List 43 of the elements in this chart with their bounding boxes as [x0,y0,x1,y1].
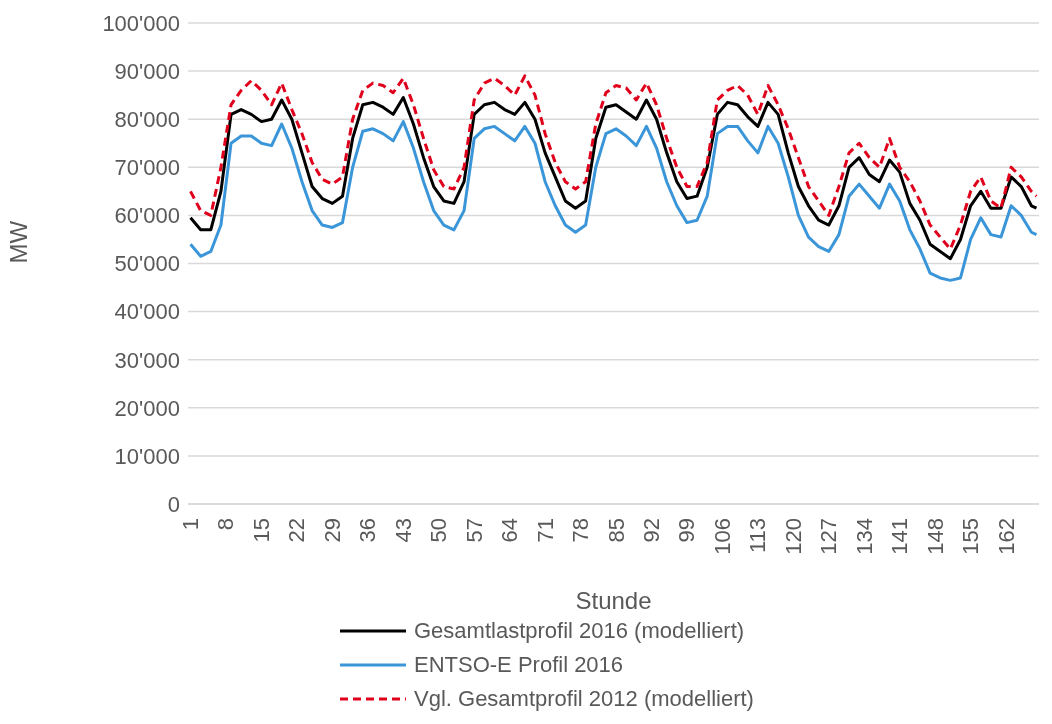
legend-label: ENTSO-E Profil 2016 [414,652,624,678]
x-axis-title: Stunde [575,587,652,614]
x-tick-label: 1 [178,518,204,531]
y-tick-label: 90'000 [114,58,180,84]
y-tick-label: 70'000 [114,155,180,181]
y-tick-label: 10'000 [114,443,180,469]
x-tick-label: 85 [603,518,629,543]
x-tick-label: 162 [993,518,1019,555]
x-tick-label: 78 [568,518,594,543]
y-tick-label: 30'000 [114,347,180,373]
x-tick-label: 43 [390,518,416,543]
x-tick-label: 99 [674,518,700,543]
x-tick-label: 64 [497,518,523,543]
x-tick-label: 134 [851,518,877,555]
y-axis-title: MW [4,220,32,264]
x-tick-label: 106 [709,518,735,555]
line-series [189,74,1038,251]
x-tick-label: 148 [922,518,948,555]
x-tick-label: 71 [532,518,558,543]
y-tick-label: 50'000 [114,251,180,277]
x-tick-label: 155 [958,518,984,555]
y-tick-label: 40'000 [114,299,180,325]
y-tick-label: 0 [167,491,180,517]
x-tick-label: 57 [461,518,487,543]
x-tick-label: 22 [284,518,310,543]
x-tick-label: 113 [745,518,771,554]
x-tick-label: 36 [355,518,381,543]
x-tick-label: 127 [816,518,842,555]
legend-label: Vgl. Gesamtprofil 2012 (modelliert) [414,686,754,712]
x-tick-label: 29 [319,518,345,543]
x-tick-label: 15 [248,518,274,543]
y-tick-label: 60'000 [114,203,180,229]
legend-label: Gesamtlastprofil 2016 (modelliert) [414,618,745,644]
x-tick-label: 50 [426,518,452,543]
y-tick-label: 100'000 [102,10,180,36]
line-series [189,96,1038,261]
x-tick-label: 92 [638,518,664,543]
line-series [189,120,1038,282]
x-tick-label: 120 [780,518,806,555]
x-tick-label: 141 [887,518,913,555]
y-tick-label: 20'000 [114,395,180,421]
x-tick-label: 8 [213,518,239,531]
y-tick-label: 80'000 [114,107,180,133]
